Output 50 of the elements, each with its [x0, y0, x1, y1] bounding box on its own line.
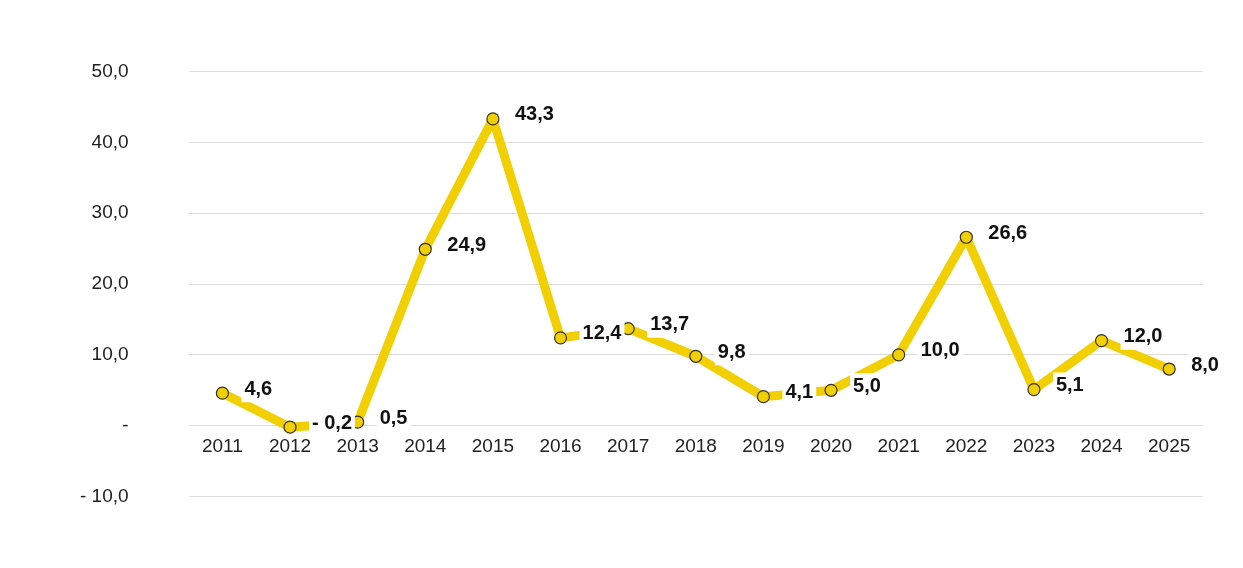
data-label: 5,0: [853, 373, 881, 396]
x-tick-label: 2015: [471, 435, 515, 457]
point: [486, 112, 500, 126]
point: [1162, 362, 1176, 376]
point: [1027, 382, 1041, 397]
y-tick-label: 50,0: [91, 59, 129, 81]
x-tick-label: 2024: [1080, 435, 1124, 457]
y-tick-label: 20,0: [91, 272, 129, 294]
y-tick-label: 10,0: [91, 343, 129, 365]
x-tick-label: 2023: [1012, 435, 1056, 457]
point: [553, 331, 568, 345]
data-label: 4,1: [785, 380, 814, 403]
x-tick-label: 2025: [1148, 435, 1191, 457]
point: [689, 349, 703, 363]
data-label: 10,0: [920, 338, 960, 361]
x-tick-label: 2014: [404, 435, 447, 457]
x-tick-label: 2017: [607, 435, 650, 457]
x-tick-label: 2020: [809, 435, 853, 457]
data-label: 43,3: [514, 102, 554, 125]
x-tick-label: 2016: [539, 435, 582, 457]
y-tick-label: - 10,0: [79, 484, 129, 506]
data-label: 9,8: [717, 339, 746, 362]
data-label: 8,0: [1191, 352, 1219, 375]
point: [215, 386, 229, 400]
data-label: 5,1: [1055, 373, 1084, 396]
x-tick-label: 2011: [201, 435, 243, 457]
data-label: - 0,2: [312, 410, 353, 433]
point: [959, 230, 973, 244]
data-label: 0,5: [379, 405, 408, 428]
y-tick-label: 30,0: [91, 201, 129, 223]
point: [418, 242, 432, 256]
data-label: 12,4: [582, 321, 623, 344]
x-tick-label: 2022: [945, 435, 988, 457]
x-tick-label: 2012: [268, 435, 312, 457]
y-tick-label: -: [122, 413, 129, 435]
data-label: 24,9: [447, 232, 487, 255]
x-tick-label: 2021: [877, 435, 920, 457]
point: [283, 420, 297, 434]
point: [756, 390, 771, 404]
data-label: 13,7: [650, 312, 690, 335]
data-label: 12,0: [1123, 324, 1163, 347]
x-tick-label: 2019: [742, 435, 785, 457]
point: [892, 348, 906, 362]
point: [824, 383, 838, 397]
x-tick-label: 2013: [336, 435, 379, 457]
data-label: 4,6: [244, 376, 273, 399]
x-tick-label: 2018: [674, 435, 717, 457]
point: [1094, 334, 1109, 348]
data-label: 26,6: [988, 220, 1028, 243]
y-tick-label: 40,0: [91, 130, 129, 152]
